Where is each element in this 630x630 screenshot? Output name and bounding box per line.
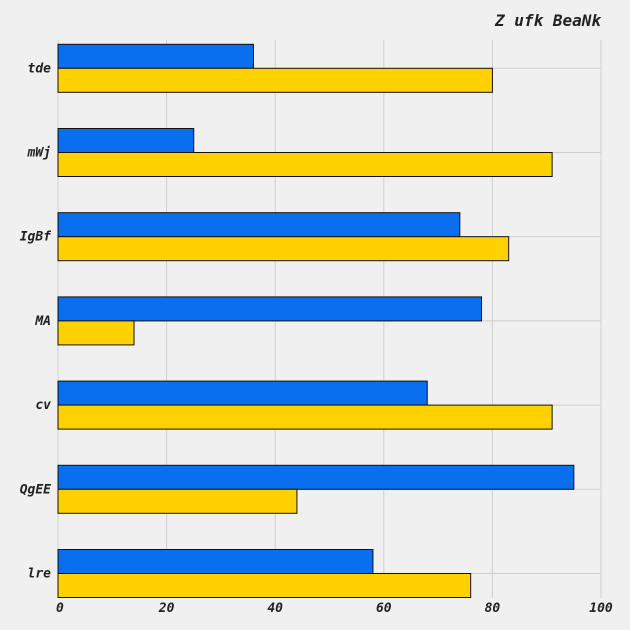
- bar: [57, 573, 472, 598]
- bar: [57, 380, 428, 406]
- bar: [57, 43, 254, 69]
- bar: [57, 464, 575, 490]
- x-tick-label: 20: [158, 601, 175, 616]
- x-tick-label: 40: [267, 601, 283, 616]
- bar: [57, 488, 298, 514]
- chart-title: Z ufk BeaNk: [494, 11, 602, 30]
- bar: [57, 296, 483, 322]
- y-tick-label: cv: [35, 398, 51, 413]
- bar: [57, 128, 195, 153]
- bar: [57, 549, 374, 574]
- x-tick-label: 0: [56, 601, 64, 616]
- y-tick-label: tde: [28, 61, 52, 76]
- y-tick-label: IgBf: [20, 230, 52, 245]
- y-tick-label: MA: [34, 314, 51, 329]
- x-axis-labels: 0 20 40 60 80 100: [56, 601, 613, 616]
- x-tick-label: 100: [589, 601, 613, 616]
- bar: [57, 320, 135, 346]
- x-tick-label: 80: [485, 601, 501, 616]
- x-tick-label: 60: [376, 601, 392, 616]
- y-tick-label: mWj: [27, 146, 51, 161]
- bar: [57, 152, 553, 177]
- y-tick-label: lre: [28, 567, 52, 582]
- bar: [57, 212, 461, 238]
- bar: [57, 236, 510, 262]
- y-tick-label: QgEE: [20, 482, 51, 497]
- bar: [57, 404, 553, 430]
- y-axis-labels: tde mWj IgBf MA cv QgEE lre: [20, 61, 52, 581]
- bars: [57, 43, 575, 598]
- bar: [57, 67, 493, 93]
